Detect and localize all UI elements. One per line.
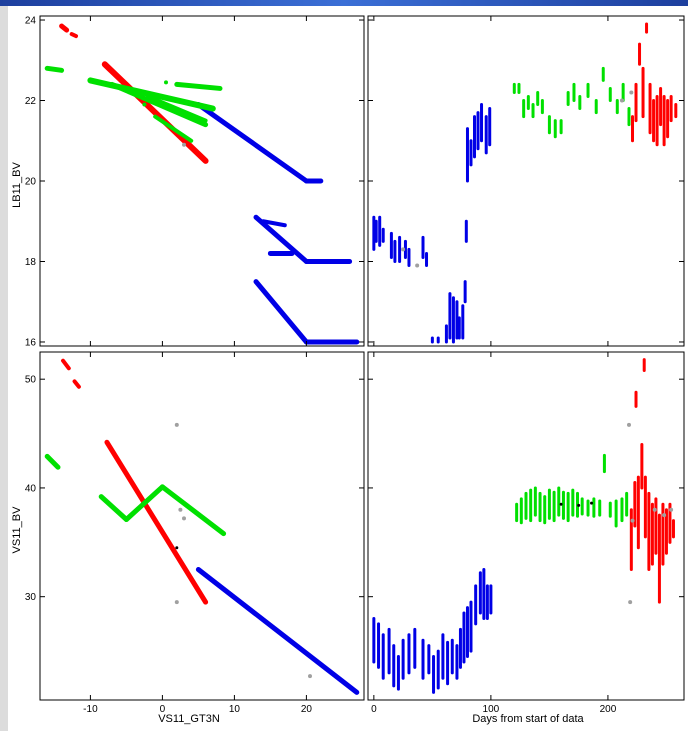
x-tick-label: 0 [160, 704, 166, 715]
data-point-gray [178, 507, 183, 512]
x-tick-label: 200 [600, 704, 617, 715]
data-point-gray [669, 507, 674, 512]
x-tick-label: 0 [371, 704, 377, 715]
data-segment-green [146, 94, 208, 123]
data-point-gray [629, 90, 634, 95]
data-segment-red [101, 61, 209, 164]
panel-data [44, 23, 360, 345]
data-segment-green [44, 453, 61, 470]
data-point-green [142, 102, 147, 107]
window-title-bar-strip [0, 0, 688, 6]
data-segment-green [159, 484, 227, 537]
data-point-gray [174, 422, 179, 427]
panel-top-left: 16 18 20 22 24 [25, 15, 365, 348]
panel-bottom-left: -10 0 10 20 30 40 50 [25, 351, 365, 715]
data-segment-red [61, 358, 71, 371]
data-point-black [577, 503, 581, 507]
data-point-black [175, 546, 179, 550]
data-point-gray [182, 142, 186, 147]
data-point-gray [662, 513, 667, 518]
y-tick-label: 22 [25, 96, 37, 107]
panel-top-right [367, 15, 685, 347]
x-axis-label-right: Days from start of data [472, 713, 584, 725]
data-segment-blue [253, 214, 309, 264]
data-segment-blue [261, 219, 287, 228]
window-left-border [0, 6, 8, 731]
data-point-gray [174, 600, 179, 605]
panel-data [372, 358, 675, 694]
y-tick-label: 20 [25, 177, 37, 188]
data-segment-blue [195, 102, 309, 184]
data-point-gray [401, 247, 406, 252]
data-segment-red [59, 23, 70, 33]
data-point-gray [619, 98, 624, 103]
data-segment-green [44, 65, 65, 73]
panel-data [44, 358, 360, 695]
data-segment-green [109, 81, 209, 128]
chart-panels: 16 18 20 22 24 -10 0 10 20 30 40 50 0 100 200 [25, 15, 685, 715]
panel-frame [367, 351, 685, 701]
data-segment-green [98, 494, 129, 522]
data-point-gray [652, 507, 657, 512]
data-segment-blue [195, 567, 360, 695]
x-tick-label: 100 [483, 704, 500, 715]
y-tick-label: 24 [25, 16, 37, 27]
y-axis-label-top: LB11_BV [11, 162, 23, 208]
data-point-gray [415, 263, 420, 268]
panel-background [368, 16, 684, 346]
data-segment-blue [253, 279, 309, 345]
data-point-black [590, 501, 594, 505]
data-segment-red [72, 379, 81, 389]
data-segment-green [123, 484, 165, 522]
x-tick-label: 10 [229, 704, 241, 715]
panel-bottom-right: 0 100 200 [367, 351, 685, 715]
data-point-black [559, 502, 563, 506]
data-segment-green [174, 81, 223, 91]
panel-background [40, 352, 364, 700]
y-tick-label: 30 [25, 592, 37, 603]
data-segment-green [153, 114, 194, 143]
y-tick-label: 18 [25, 257, 37, 268]
data-point-gray [182, 516, 186, 521]
panel-frame [39, 351, 365, 701]
y-tick-label: 40 [25, 483, 37, 494]
y-tick-label: 16 [25, 337, 37, 348]
data-point-gray [626, 422, 631, 427]
panel-data [372, 22, 678, 344]
data-point-gray [308, 674, 312, 679]
y-axis-label-bottom: VS11_BV [11, 506, 23, 554]
data-segment-red [104, 439, 209, 605]
data-point-green [164, 80, 168, 85]
x-tick-label: -10 [83, 704, 98, 715]
x-tick-label: 20 [301, 704, 313, 715]
data-point-gray [628, 600, 633, 605]
data-segment-red [69, 32, 78, 39]
data-point-gray [630, 518, 635, 523]
x-axis-label-left: VS11_GT3N [158, 713, 220, 725]
y-tick-label: 50 [25, 375, 37, 386]
